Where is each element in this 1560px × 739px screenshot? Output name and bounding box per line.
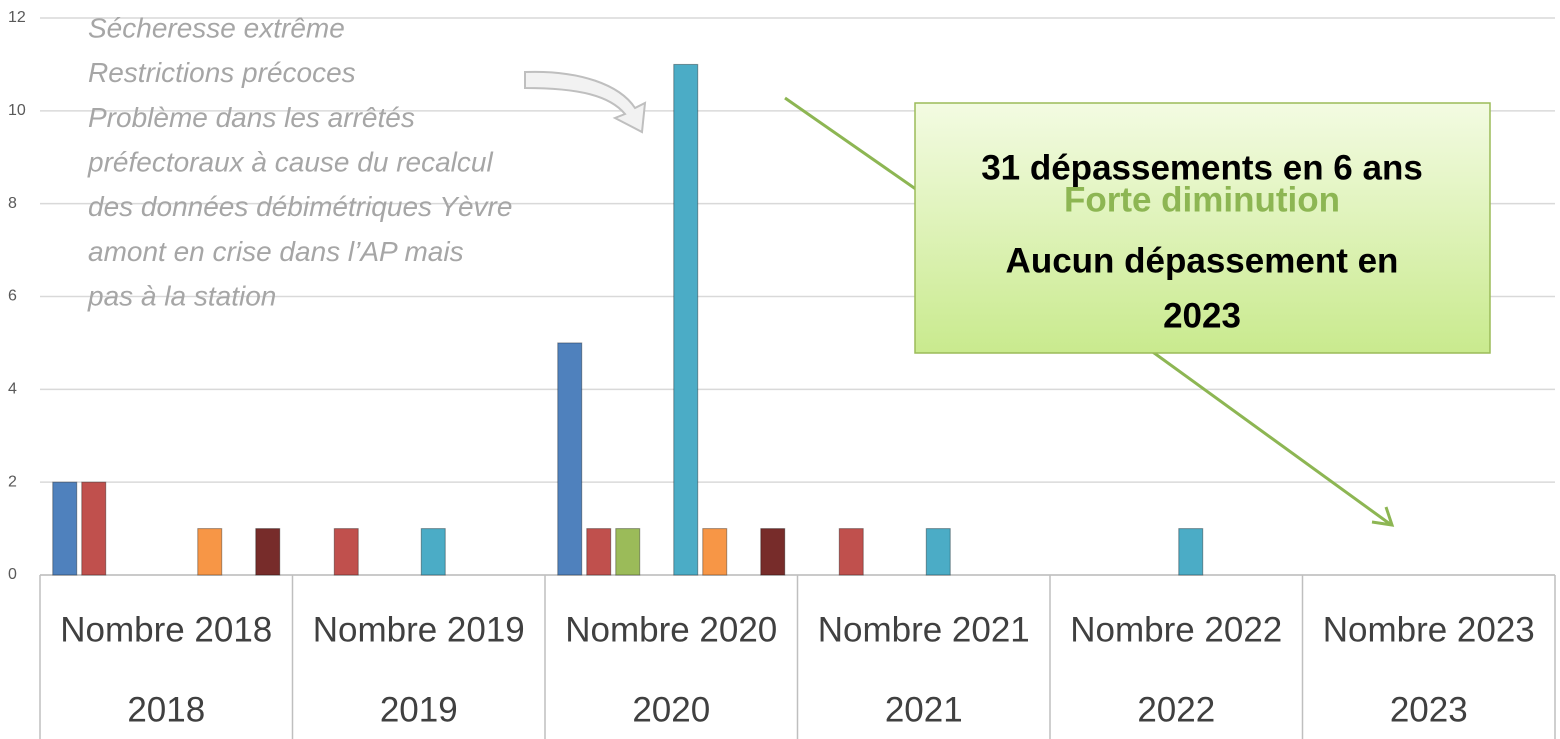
annotations: Sécheresse extrême Restrictions précoces P… [87, 12, 512, 311]
callout-text: Forte diminution [1064, 180, 1340, 219]
bar [838, 528, 864, 576]
y-tick-label: 0 [8, 566, 17, 583]
annotation: préfectoraux à cause du recalcul [87, 146, 493, 177]
annotation: des données débimétriques Yèvre [88, 191, 512, 222]
bar [333, 528, 359, 576]
bar [925, 528, 951, 576]
bar [52, 481, 78, 576]
labels: 0 2 4 6 8 10 12 Nombre 2018 2018 Nombre 2019 2019 N… [8, 9, 1535, 729]
bar [420, 528, 446, 576]
y-tick-label: 2 [8, 473, 17, 490]
callout-box [914, 102, 1491, 354]
annotation: Sécheresse extrême [88, 12, 345, 43]
x-group-label: 2018 [127, 690, 205, 729]
bar [702, 528, 728, 576]
bar [81, 481, 107, 576]
x-tick-label: Nombre 2019 [313, 610, 525, 649]
callout-text: 31 dépassements en 6 ans [981, 148, 1423, 187]
x-group-label: 2019 [380, 690, 458, 729]
x-tick-label: Nombre 2018 [60, 610, 272, 649]
arrow-line [1149, 348, 1391, 526]
bars [52, 63, 1204, 576]
curved-arrow [524, 70, 647, 134]
y-tick-label: 8 [8, 195, 17, 212]
bar [586, 528, 612, 576]
x-group-label: 2021 [885, 690, 963, 729]
bar [557, 342, 583, 576]
y-tick-label: 4 [8, 381, 17, 398]
bar [615, 528, 641, 576]
x-group-label: 2020 [632, 690, 710, 729]
y-tick-label: 10 [8, 102, 26, 119]
annotation: amont en crise dans l’AP mais [88, 236, 464, 267]
x-tick-label: Nombre 2023 [1323, 610, 1535, 649]
annotation: Restrictions précoces [88, 57, 356, 88]
bar [673, 63, 699, 576]
callout-text: 2023 [1163, 296, 1241, 335]
bar [760, 528, 786, 576]
grid [39, 17, 1556, 739]
x-tick-label: Nombre 2020 [565, 610, 777, 649]
arrow-line [784, 96, 921, 194]
y-tick-label: 12 [8, 9, 26, 26]
x-tick-label: Nombre 2021 [818, 610, 1030, 649]
annotation: Problème dans les arrêtés [88, 102, 415, 133]
arrow-head [1371, 506, 1395, 527]
bar [197, 528, 223, 576]
annotation: pas à la station [87, 281, 276, 312]
bar [255, 528, 281, 576]
x-group-label: 2023 [1390, 690, 1468, 729]
x-tick-label: Nombre 2022 [1070, 610, 1282, 649]
bar [1178, 528, 1204, 576]
y-tick-label: 6 [8, 288, 17, 305]
callout-text: Aucun dépassement en [1006, 241, 1399, 280]
x-group-label: 2022 [1137, 690, 1215, 729]
